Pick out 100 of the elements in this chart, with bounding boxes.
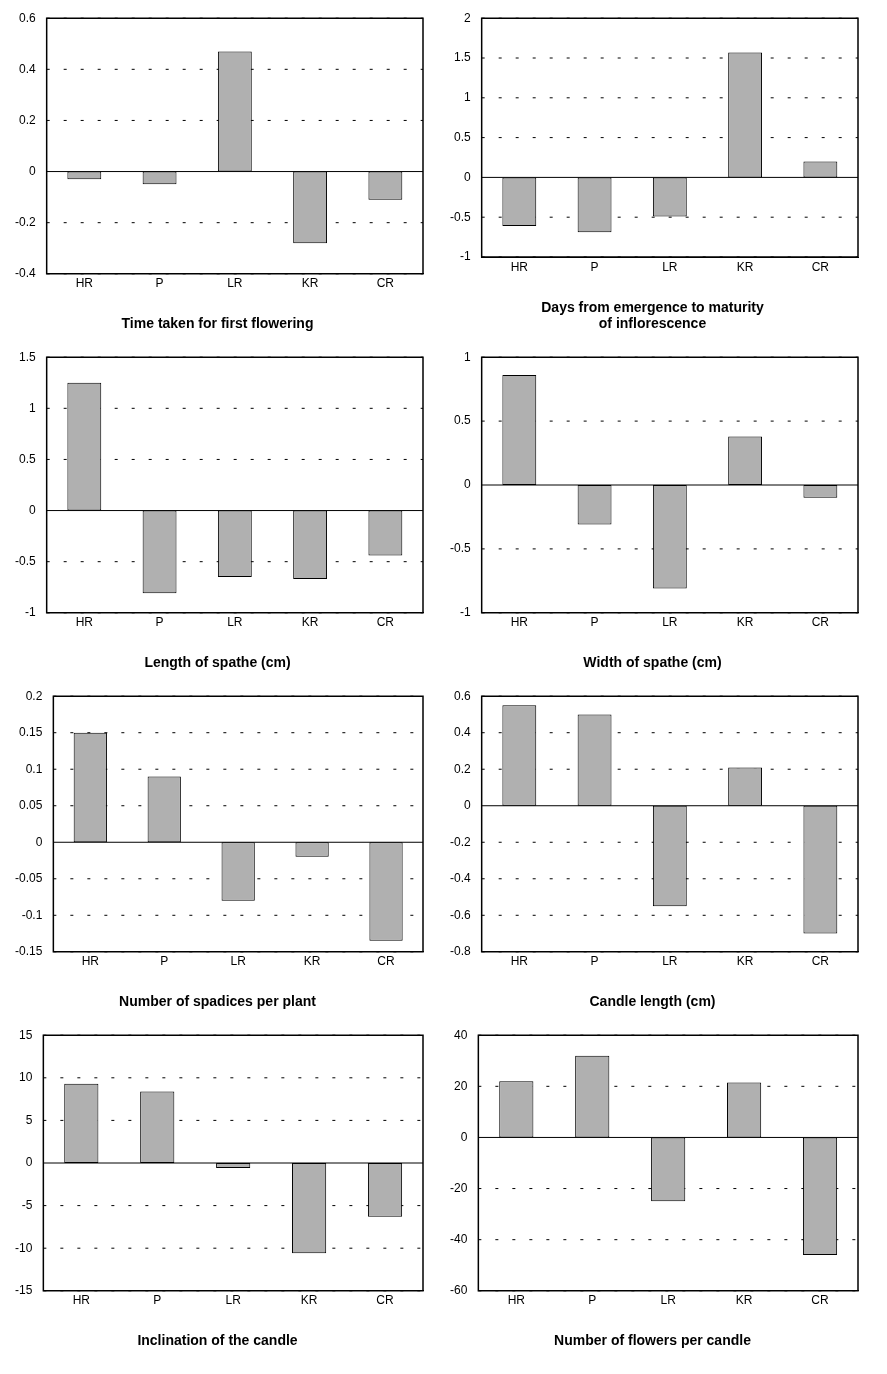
y-tick-label: 1: [28, 400, 36, 415]
x-tick-label: P: [153, 1293, 162, 1308]
y-tick-label: 5: [25, 1112, 33, 1127]
x-tick-label: HR: [81, 954, 100, 969]
y-tick-label: -20: [450, 1180, 468, 1195]
text: Length of spathe (cm): [144, 654, 291, 671]
y-tick-label: 0.6: [453, 688, 471, 703]
text: Time taken for first flowering: [121, 315, 314, 332]
x-tick-label: LR: [662, 615, 678, 630]
x-tick-label: KR: [735, 1293, 753, 1308]
y-tick-label: 0.2: [18, 112, 36, 127]
y-tick-label: -0.4: [14, 266, 36, 281]
x-tick-label: P: [155, 615, 164, 630]
y-tick-label: -0.8: [449, 944, 471, 959]
y-tick-label: 0.05: [18, 798, 43, 813]
x-tick-label: CR: [811, 615, 830, 630]
y-tick-label: 0: [460, 1129, 468, 1144]
y-tick-label: -0.2: [14, 214, 36, 229]
x-tick-label: LR: [227, 276, 243, 291]
y-tick-label: 1: [463, 90, 471, 105]
x-tick-label: CR: [377, 954, 396, 969]
x-tick-label: CR: [376, 615, 395, 630]
y-tick-label: -0.4: [449, 871, 471, 886]
y-tick-label: 1.5: [453, 50, 471, 65]
x-tick-label: KR: [301, 276, 319, 291]
x-tick-label: KR: [736, 259, 754, 274]
y-tick-label: 0.2: [25, 688, 43, 703]
y-tick-label: -1: [460, 249, 471, 264]
y-tick-label: 0.2: [453, 761, 471, 776]
y-tick-label: -5: [21, 1197, 33, 1212]
y-tick-label: 0.15: [18, 725, 43, 740]
y-tick-label: -1: [460, 605, 471, 620]
x-tick-label: P: [588, 1293, 597, 1308]
y-tick-label: -0.2: [449, 834, 471, 849]
x-tick-label: KR: [736, 615, 754, 630]
x-tick-label: KR: [303, 954, 321, 969]
x-tick-label: CR: [811, 1293, 830, 1308]
y-tick-label: 15: [18, 1027, 33, 1042]
x-tick-label: LR: [225, 1293, 242, 1308]
y-tick-label: 0: [463, 798, 471, 813]
y-tick-label: -0.1: [21, 907, 43, 922]
text: Inclination of the candle: [137, 1332, 298, 1349]
text: Number of spadices per plant: [119, 993, 317, 1010]
x-tick-label: LR: [662, 259, 678, 274]
y-tick-label: 1: [463, 349, 471, 364]
x-tick-label: CR: [376, 1293, 395, 1308]
x-tick-label: CR: [811, 259, 830, 274]
y-tick-label: 0: [25, 1155, 33, 1170]
text: Days from emergence to maturity of inflorescence: [541, 298, 764, 332]
y-tick-label: 0: [35, 834, 43, 849]
text: Width of spathe (cm): [583, 654, 722, 671]
x-tick-label: LR: [230, 954, 247, 969]
y-tick-label: -60: [450, 1283, 468, 1298]
y-tick-label: 40: [453, 1027, 468, 1042]
x-tick-label: CR: [811, 954, 830, 969]
x-tick-label: HR: [75, 615, 94, 630]
y-tick-label: 2: [463, 10, 471, 25]
x-tick-label: P: [155, 276, 164, 291]
y-tick-label: 10: [18, 1070, 33, 1085]
x-tick-label: HR: [510, 954, 529, 969]
x-tick-label: P: [590, 615, 599, 630]
x-tick-label: KR: [300, 1293, 318, 1308]
y-tick-label: 0.5: [18, 451, 36, 466]
y-tick-label: -0.15: [14, 944, 43, 959]
y-tick-label: 0.6: [18, 10, 36, 25]
y-tick-label: -0.5: [449, 541, 471, 556]
x-tick-label: HR: [75, 276, 94, 291]
x-tick-label: LR: [662, 954, 678, 969]
y-tick-label: -0.05: [14, 871, 43, 886]
y-tick-label: 0: [463, 169, 471, 184]
y-tick-label: 0.1: [25, 761, 43, 776]
y-tick-label: -40: [450, 1231, 468, 1246]
text: Number of flowers per candle: [554, 1332, 752, 1349]
x-tick-label: KR: [736, 954, 754, 969]
y-tick-label: -0.6: [449, 907, 471, 922]
x-tick-label: P: [590, 259, 599, 274]
x-tick-label: CR: [376, 276, 395, 291]
y-tick-label: -10: [15, 1240, 33, 1255]
text: Candle length (cm): [589, 993, 716, 1010]
y-tick-label: 0.4: [453, 725, 471, 740]
y-tick-label: 1.5: [18, 349, 36, 364]
x-tick-label: P: [160, 954, 169, 969]
y-tick-label: 20: [453, 1078, 468, 1093]
x-tick-label: HR: [72, 1293, 91, 1308]
y-tick-label: -1: [25, 605, 36, 620]
x-tick-label: HR: [507, 1293, 526, 1308]
y-tick-label: 0: [463, 477, 471, 492]
y-tick-label: 0.4: [18, 61, 36, 76]
x-tick-label: KR: [301, 615, 319, 630]
y-tick-label: 0.5: [453, 413, 471, 428]
x-tick-label: HR: [510, 259, 529, 274]
y-tick-label: -0.5: [14, 553, 36, 568]
x-tick-label: P: [590, 954, 599, 969]
x-tick-label: HR: [510, 615, 529, 630]
y-tick-label: 0: [28, 502, 36, 517]
y-tick-label: 0: [28, 163, 36, 178]
y-tick-label: 0.5: [453, 129, 471, 144]
x-tick-label: LR: [227, 615, 243, 630]
x-tick-label: LR: [660, 1293, 677, 1308]
y-tick-label: -15: [15, 1283, 33, 1298]
